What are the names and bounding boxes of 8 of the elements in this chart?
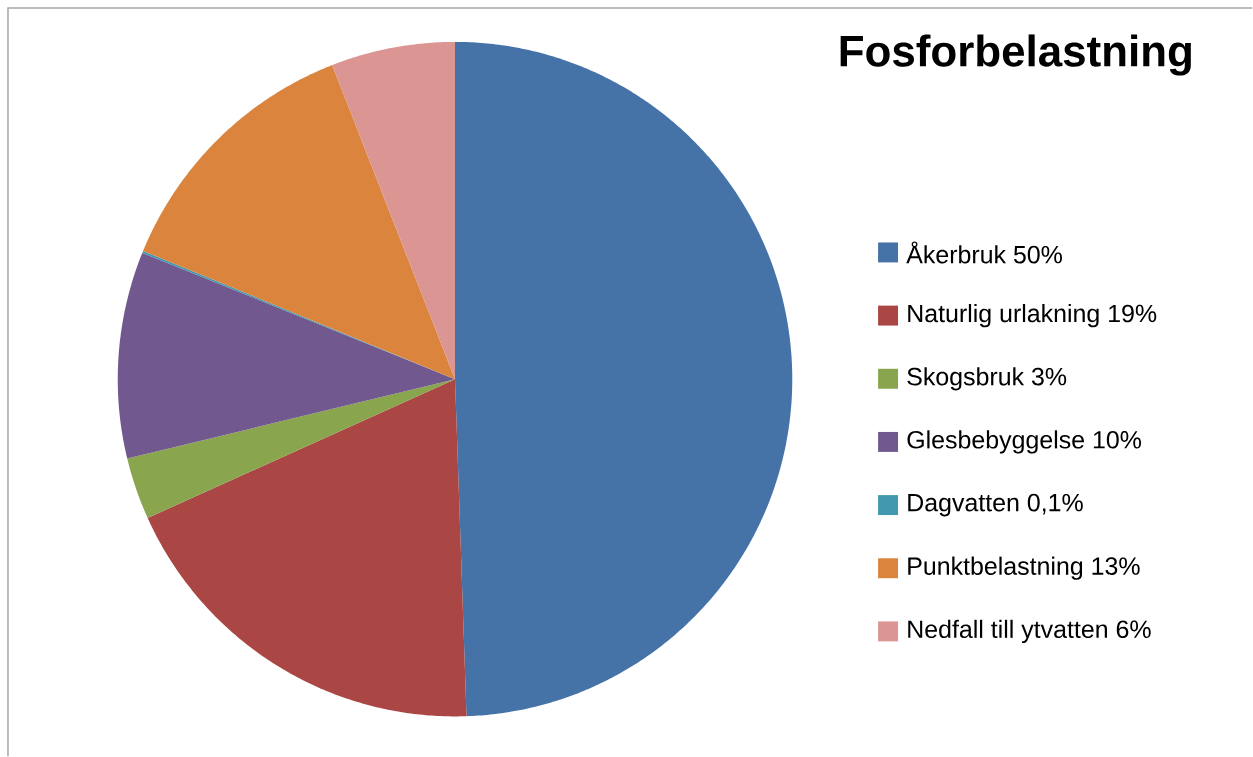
legend-label: Glesbebyggelse 10% <box>907 430 1142 454</box>
legend-label: Åkerbruk 50% <box>906 241 1062 264</box>
legend-label: Dagvatten 0,1% <box>908 493 1083 517</box>
legend-label: Skogsbruk 3% <box>907 367 1067 391</box>
legend-label: Punktbelastning 13% <box>908 556 1140 580</box>
legend-label: Nedfall till ytvatten 6% <box>908 619 1151 643</box>
chart-title: Fosforbelastning <box>840 34 1191 76</box>
legend-label: Naturlig urlakning 19% <box>908 303 1157 328</box>
